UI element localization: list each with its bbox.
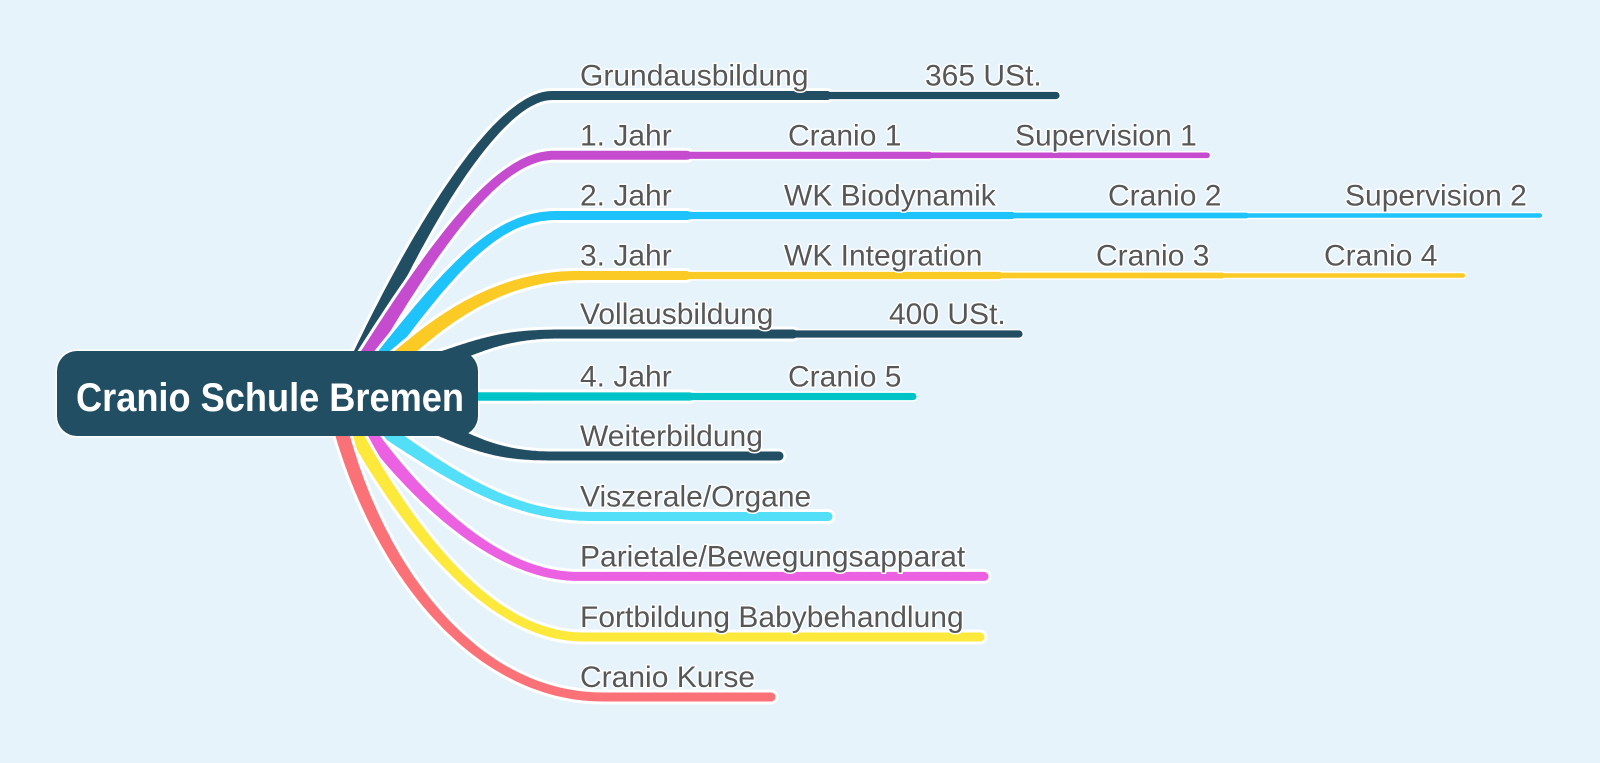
svg-text:Viszerale/Organe: Viszerale/Organe xyxy=(580,481,811,514)
svg-text:Cranio 5: Cranio 5 xyxy=(788,361,901,394)
svg-text:Cranio 1: Cranio 1 xyxy=(788,119,901,152)
svg-text:1. Jahr: 1. Jahr xyxy=(580,119,672,152)
svg-text:WK Biodynamik: WK Biodynamik xyxy=(784,180,997,213)
svg-text:Supervision 1: Supervision 1 xyxy=(1015,119,1197,152)
svg-text:Cranio 4: Cranio 4 xyxy=(1324,240,1437,273)
svg-text:Vollausbildung: Vollausbildung xyxy=(580,298,774,331)
svg-text:WK Integration: WK Integration xyxy=(784,240,982,273)
svg-text:4. Jahr: 4. Jahr xyxy=(580,361,672,394)
svg-text:Grundausbildung: Grundausbildung xyxy=(580,60,809,93)
svg-text:Supervision 2: Supervision 2 xyxy=(1345,180,1527,213)
svg-text:400 USt.: 400 USt. xyxy=(889,298,1006,331)
svg-text:Cranio 2: Cranio 2 xyxy=(1108,180,1221,213)
svg-text:Cranio Kurse: Cranio Kurse xyxy=(580,661,755,694)
svg-text:Fortbildung Babybehandlung: Fortbildung Babybehandlung xyxy=(580,601,964,634)
svg-text:Parietale/Bewegungsapparat: Parietale/Bewegungsapparat xyxy=(580,540,966,573)
svg-text:Cranio Schule Bremen: Cranio Schule Bremen xyxy=(76,376,464,420)
svg-text:3. Jahr: 3. Jahr xyxy=(580,240,672,273)
svg-text:2. Jahr: 2. Jahr xyxy=(580,180,672,213)
svg-text:Cranio 3: Cranio 3 xyxy=(1096,240,1209,273)
svg-text:365 USt.: 365 USt. xyxy=(925,60,1042,93)
svg-text:Weiterbildung: Weiterbildung xyxy=(580,420,763,453)
